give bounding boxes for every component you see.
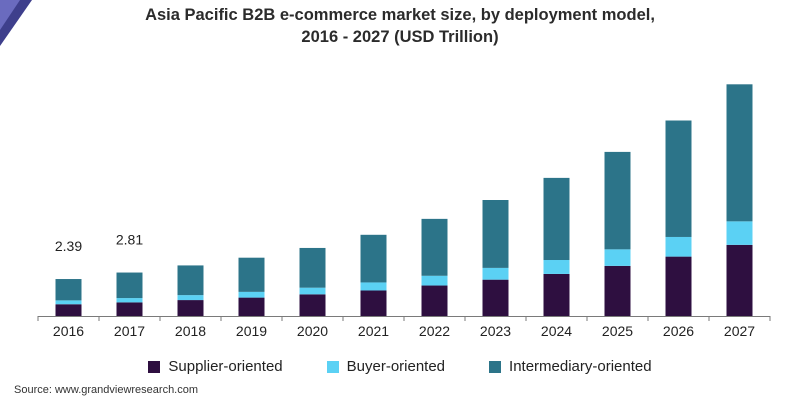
bar-2026-supplier-oriented: [665, 256, 692, 316]
bar-2023-supplier-oriented: [482, 279, 509, 316]
bar-2023-buyer-oriented: [482, 267, 509, 280]
legend-item-buyer: Buyer-oriented: [326, 358, 446, 375]
bar-2023-intermediary-oriented: [482, 200, 509, 268]
bar-2018-buyer-oriented: [177, 295, 204, 301]
x-tick-label-2027: 2027: [724, 323, 755, 339]
bar-2022-intermediary-oriented: [421, 218, 448, 276]
chart-title: Asia Pacific B2B e-commerce market size,…: [0, 4, 800, 48]
bar-2017-intermediary-oriented: [116, 272, 143, 299]
bar-2020-supplier-oriented: [299, 294, 326, 316]
bar-2026-buyer-oriented: [665, 236, 692, 257]
x-tick-label-2023: 2023: [480, 323, 511, 339]
x-tick-label-2020: 2020: [297, 323, 328, 339]
legend-label-intermediary: Intermediary-oriented: [509, 358, 652, 375]
x-tick-label-2019: 2019: [236, 323, 267, 339]
bar-2019-buyer-oriented: [238, 291, 265, 298]
x-tick-label-2026: 2026: [663, 323, 694, 339]
bar-2018-supplier-oriented: [177, 300, 204, 316]
chart-title-line1: Asia Pacific B2B e-commerce market size,…: [145, 6, 655, 24]
bar-2016-buyer-oriented: [55, 300, 82, 305]
bar-2025-intermediary-oriented: [604, 151, 631, 250]
bar-2026-intermediary-oriented: [665, 120, 692, 237]
legend-label-buyer: Buyer-oriented: [346, 358, 446, 375]
x-tick-label-2025: 2025: [602, 323, 633, 339]
legend-swatch-intermediary: [489, 360, 502, 373]
x-tick-label-2021: 2021: [358, 323, 389, 339]
bar-2020-buyer-oriented: [299, 287, 326, 295]
bar-2018-intermediary-oriented: [177, 265, 204, 296]
legend-swatch-supplier: [148, 360, 161, 373]
x-tick-label-2017: 2017: [114, 323, 145, 339]
legend-item-supplier: Supplier-oriented: [148, 358, 283, 375]
bar-2016-intermediary-oriented: [55, 279, 82, 301]
bar-2022-supplier-oriented: [421, 285, 448, 316]
bar-2016-supplier-oriented: [55, 304, 82, 316]
chart-title-line2: 2016 - 2027 (USD Trillion): [301, 28, 499, 46]
bar-2021-intermediary-oriented: [360, 234, 387, 283]
bar-2024-intermediary-oriented: [543, 177, 570, 261]
data-label-2016: 2.39: [55, 238, 82, 254]
source-note: Source: www.grandviewresearch.com: [14, 384, 199, 396]
bar-2024-supplier-oriented: [543, 273, 570, 316]
bar-2021-buyer-oriented: [360, 282, 387, 291]
legend-label-supplier: Supplier-oriented: [168, 358, 283, 375]
bar-2017-buyer-oriented: [116, 298, 143, 303]
bar-2025-buyer-oriented: [604, 249, 631, 266]
x-tick-label-2024: 2024: [541, 323, 572, 339]
bar-2020-intermediary-oriented: [299, 247, 326, 288]
bar-2021-supplier-oriented: [360, 290, 387, 316]
bar-2025-supplier-oriented: [604, 265, 631, 316]
bar-2027-buyer-oriented: [726, 221, 753, 245]
bar-2024-buyer-oriented: [543, 260, 570, 274]
x-tick-label-2016: 2016: [53, 323, 84, 339]
corner-decoration-inner: [0, 0, 20, 30]
bar-2019-supplier-oriented: [238, 297, 265, 316]
legend-swatch-buyer: [326, 360, 339, 373]
x-tick-label-2022: 2022: [419, 323, 450, 339]
data-label-2017: 2.81: [116, 232, 143, 248]
legend: Supplier-oriented Buyer-oriented Interme…: [0, 358, 800, 375]
bar-2027-intermediary-oriented: [726, 84, 753, 222]
bar-2027-supplier-oriented: [726, 244, 753, 316]
bar-2022-buyer-oriented: [421, 275, 448, 286]
bar-2017-supplier-oriented: [116, 302, 143, 316]
x-tick-label-2018: 2018: [175, 323, 206, 339]
bar-2019-intermediary-oriented: [238, 257, 265, 292]
legend-item-intermediary: Intermediary-oriented: [489, 358, 652, 375]
